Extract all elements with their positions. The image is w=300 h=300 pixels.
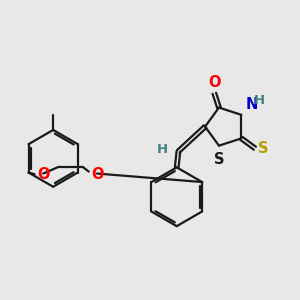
Text: O: O xyxy=(37,167,50,182)
Text: O: O xyxy=(208,75,220,90)
Text: H: H xyxy=(157,143,168,156)
Text: O: O xyxy=(92,167,104,182)
Text: N: N xyxy=(245,97,258,112)
Text: S: S xyxy=(214,152,224,167)
Text: S: S xyxy=(257,141,268,156)
Text: H: H xyxy=(254,94,265,107)
